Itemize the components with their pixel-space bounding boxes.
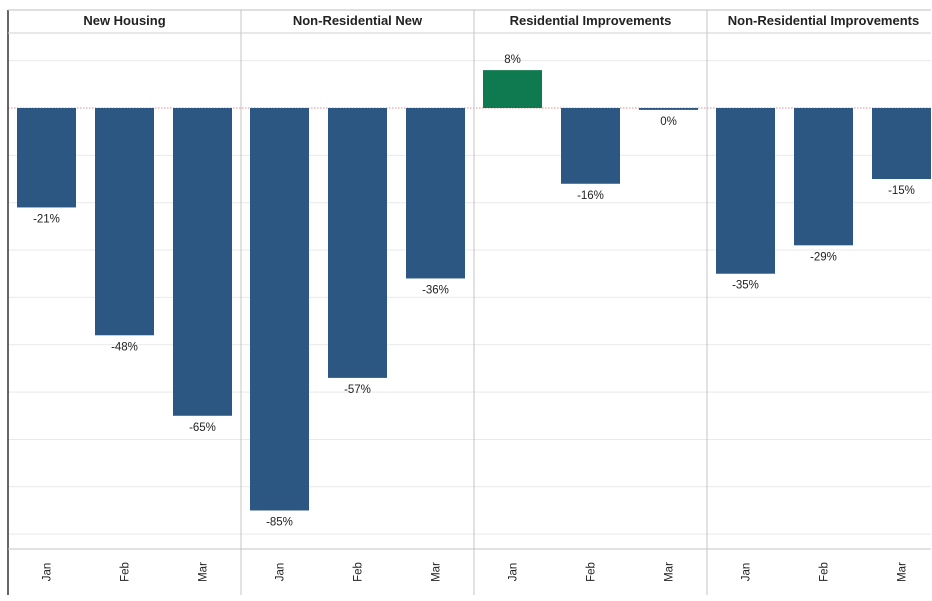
x-tick-label: Feb — [819, 562, 831, 582]
x-tick-label: Feb — [120, 562, 132, 582]
bar — [483, 70, 542, 108]
x-tick-label: Mar — [431, 562, 443, 582]
bar-value-label: -21% — [33, 213, 60, 225]
bar — [794, 108, 853, 246]
panel-title: Non-Residential Improvements — [728, 13, 919, 28]
bar — [95, 108, 154, 336]
bar — [406, 108, 465, 279]
bar-value-label: -29% — [810, 251, 837, 263]
x-tick-label: Jan — [275, 563, 287, 582]
x-tick-label: Jan — [741, 563, 753, 582]
x-tick-label: Feb — [353, 562, 365, 582]
bar — [328, 108, 387, 378]
bar-value-label: -57% — [344, 384, 371, 396]
x-tick-label: Jan — [42, 563, 54, 582]
bar — [173, 108, 232, 416]
bar-value-label: -16% — [577, 190, 604, 202]
x-tick-label: Feb — [586, 562, 598, 582]
bar-value-label: -65% — [189, 422, 216, 434]
bar-value-label: -15% — [888, 185, 915, 197]
bar — [561, 108, 620, 184]
bar-value-label: -85% — [266, 516, 293, 528]
x-tick-label: Mar — [664, 562, 676, 582]
bar — [250, 108, 309, 511]
bar-value-label: -35% — [732, 280, 759, 292]
panel-title: New Housing — [83, 13, 165, 28]
x-tick-label: Mar — [198, 562, 210, 582]
bar — [17, 108, 76, 208]
bar-value-label: 8% — [504, 54, 521, 66]
bar-value-label: 0% — [660, 116, 677, 128]
panel-title: Residential Improvements — [510, 13, 672, 28]
bar — [716, 108, 775, 274]
x-tick-label: Jan — [508, 563, 520, 582]
bar — [872, 108, 931, 180]
panel-title: Non-Residential New — [293, 13, 423, 28]
bar-value-label: -36% — [422, 284, 449, 296]
bar — [639, 108, 698, 110]
x-tick-label: Mar — [897, 562, 909, 582]
bar-value-label: -48% — [111, 341, 138, 353]
